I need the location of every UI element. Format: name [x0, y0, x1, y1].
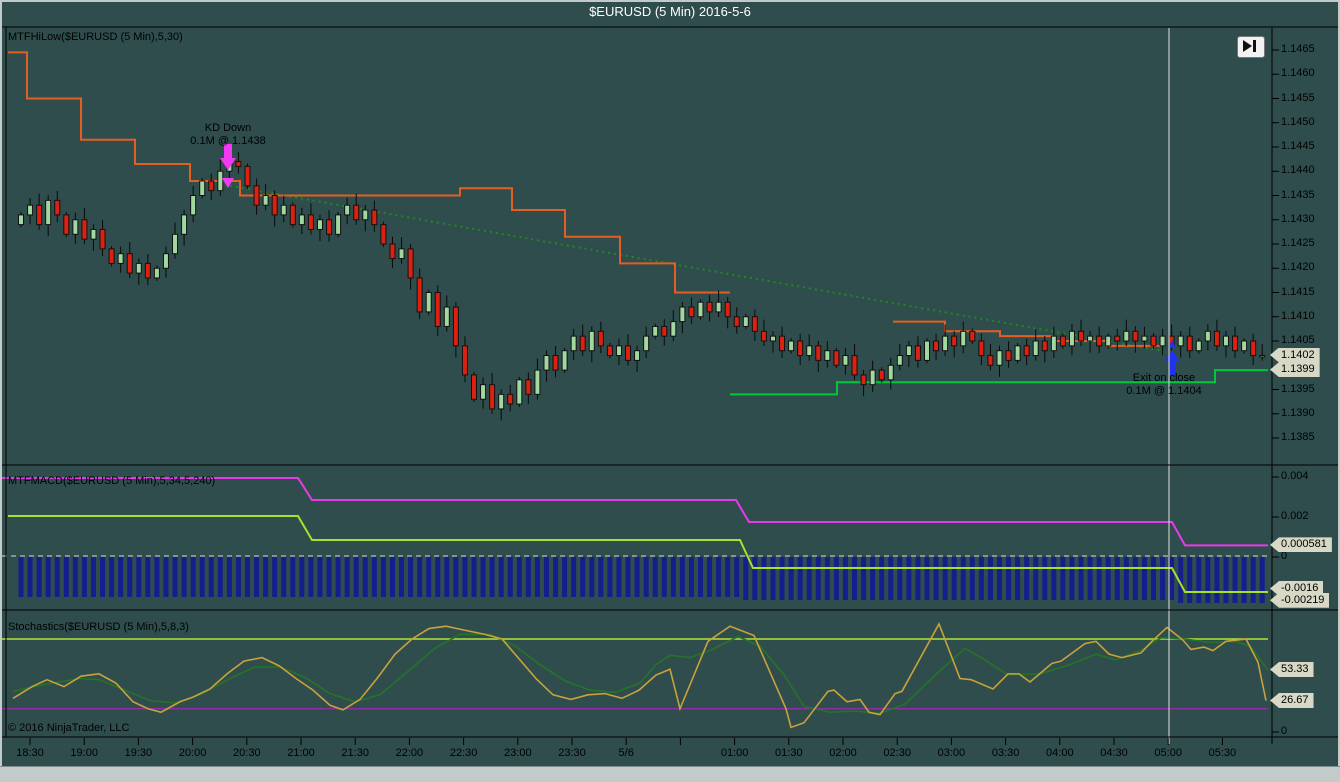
entry-annotation: KD Down 0.1M @ 1.1438: [190, 122, 265, 148]
time-axis-label: 01:00: [720, 747, 749, 759]
price-axis-label: 1.1455: [1281, 91, 1315, 104]
time-axis-label: 5/6: [618, 747, 634, 759]
time-axis-label: 23:00: [504, 747, 532, 759]
skip-to-latest-icon: [1243, 40, 1256, 52]
stoch-axis-label: 0: [1281, 725, 1288, 737]
time-axis-label: 04:30: [1100, 747, 1128, 759]
window-bottom-edge: [0, 766, 1340, 782]
exit-annotation-line2: 0.1M @ 1.1404: [1126, 385, 1202, 397]
macd-tag: -0.0016: [1270, 581, 1324, 596]
price-axis-label: 1.1425: [1281, 237, 1315, 249]
macd-tag: -0.00219: [1270, 592, 1330, 608]
price-axis-label: 1.1460: [1281, 67, 1315, 80]
time-axis-label: 22:00: [395, 747, 424, 759]
stochastics-indicator-label: Stochastics($EURUSD (5 Min),5,8,3): [8, 621, 189, 633]
price-axis-label: 1.1445: [1281, 140, 1315, 152]
macd-axis-label: 0.002: [1281, 510, 1309, 522]
time-axis-label: 02:00: [829, 747, 857, 759]
stoch-tag: 53.33: [1270, 662, 1314, 677]
time-axis-label: 05:30: [1208, 747, 1237, 759]
entry-annotation-line1: KD Down: [204, 122, 252, 134]
price-axis-label: 1.1415: [1281, 285, 1315, 298]
time-axis-label: 19:30: [124, 747, 153, 759]
macd-tag: 0.000581: [1270, 537, 1332, 553]
go-to-end-button[interactable]: [1237, 36, 1265, 58]
chart-title: $EURUSD (5 Min) 2016-5-6: [589, 4, 751, 19]
time-axis-label: 20:00: [178, 747, 207, 759]
time-axis-label: 03:00: [937, 747, 966, 759]
time-axis-label: 21:30: [341, 747, 369, 759]
time-axis-label: 20:30: [233, 747, 261, 759]
time-axis-label: 03:30: [991, 747, 1020, 759]
time-axis-label: 01:30: [775, 747, 803, 759]
price-axis-label: 1.1385: [1281, 431, 1315, 443]
price-axis-label: 1.1420: [1281, 261, 1315, 274]
exit-annotation: Exit on close 0.1M @ 1.1404: [1126, 372, 1201, 398]
price-axis-label: 1.1435: [1281, 188, 1315, 201]
price-tag: 1.1399: [1270, 362, 1320, 378]
price-axis-label: 1.1410: [1281, 309, 1315, 322]
time-axis-label: 21:00: [287, 747, 315, 759]
time-axis-label: 05:00: [1154, 747, 1182, 759]
price-axis-label: 1.1390: [1281, 406, 1315, 419]
price-axis-label: 1.1465: [1281, 43, 1315, 55]
copyright-label: © 2016 NinjaTrader, LLC: [8, 722, 130, 734]
exit-annotation-line1: Exit on close: [1132, 372, 1196, 384]
price-indicator-label: MTFHiLow($EURUSD (5 Min),5,30): [8, 31, 183, 43]
entry-annotation-line2: 0.1M @ 1.1438: [190, 135, 266, 147]
macd-axis-label: 0: [1281, 550, 1288, 562]
macd-indicator-label: MTFMACD($EURUSD (5 Min),5,34,5,240): [8, 475, 216, 487]
price-axis-label: 1.1430: [1281, 212, 1315, 225]
time-axis-label: 18:30: [16, 747, 44, 759]
price-axis-label: 1.1440: [1281, 164, 1315, 177]
macd-axis-label: 0.004: [1281, 470, 1309, 482]
stoch-tag: 26.67: [1270, 692, 1314, 708]
price-tag: 1.1402: [1270, 347, 1320, 363]
time-axis-label: 04:00: [1046, 747, 1074, 759]
price-axis-label: 1.1405: [1281, 334, 1315, 346]
time-axis-label: 23:30: [558, 747, 586, 759]
price-axis-label: 1.1395: [1281, 382, 1315, 395]
price-axis-label: 1.1450: [1281, 115, 1315, 128]
time-axis-label: 22:30: [449, 747, 478, 759]
time-axis-label: 02:30: [883, 747, 911, 759]
time-axis-label: 19:00: [70, 747, 98, 759]
